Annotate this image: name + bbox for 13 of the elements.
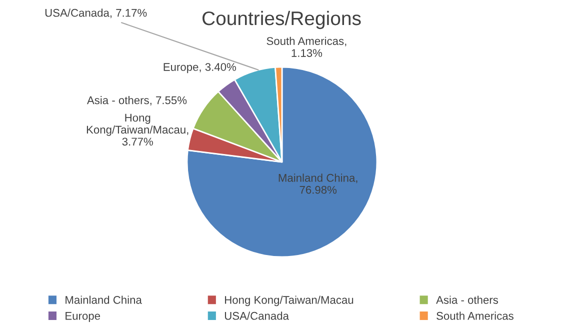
legend-label: Mainland China [66,296,142,304]
data-label: Asia - others, 7.55% [86,96,187,106]
data-label: USA/Canada, 7.17% [45,8,147,18]
legend-label: Hong Kong/Taiwan/Macau [225,296,354,306]
legend-label: South Americas [436,312,514,320]
legend-label: Asia - others [436,296,498,304]
legend-label: USA/Canada [224,312,289,320]
data-label: Mainland China, 76.98% [278,174,358,194]
data-label: Europe, 3.40% [164,63,236,74]
legend-label: Europe [66,312,100,322]
data-label: Hong Kong/Taiwan/Macau, 3.77% [86,114,188,146]
chart-title: Countries/Regions [202,10,361,30]
data-label: South Americas, 1.13% [266,36,346,57]
